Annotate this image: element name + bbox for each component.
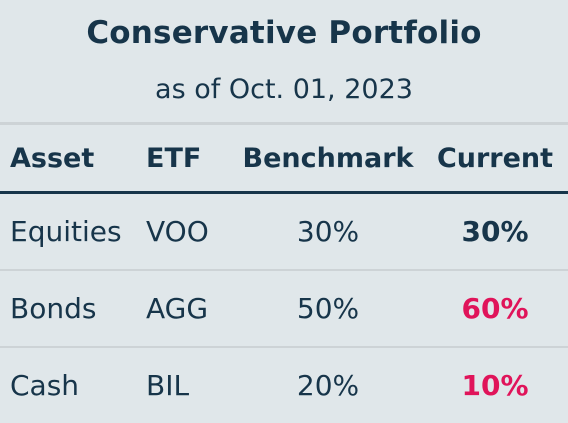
column-header-current: Current [422, 125, 568, 194]
allocation-table: Asset ETF Benchmark Current Equities VOO… [0, 125, 568, 423]
table-row: Equities VOO 30% 30% [0, 192, 568, 271]
portfolio-header: Conservative Portfolio as of Oct. 01, 20… [0, 0, 568, 122]
benchmark-cell: 50% [234, 270, 422, 348]
etf-cell: VOO [136, 192, 234, 271]
asset-cell: Cash [10, 369, 80, 402]
table-header-row: Asset ETF Benchmark Current [0, 125, 568, 194]
benchmark-cell: 30% [234, 192, 422, 271]
etf-cell: AGG [136, 270, 234, 348]
column-header-asset: Asset [0, 125, 136, 194]
header-divider [0, 122, 568, 125]
page-title: Conservative Portfolio [86, 15, 482, 51]
column-header-etf: ETF [136, 125, 234, 194]
etf-cell: BIL [146, 369, 190, 402]
table-row: Cash BIL 20% 10% [0, 347, 568, 423]
current-cell: 60% [422, 270, 568, 348]
current-cell: 10% [461, 369, 529, 402]
asset-cell: Equities [0, 192, 136, 271]
column-header-benchmark: Benchmark [234, 125, 422, 194]
as-of-date: as of Oct. 01, 2023 [155, 74, 413, 105]
asset-cell: Bonds [0, 270, 136, 348]
current-cell: 30% [422, 192, 568, 271]
benchmark-cell: 20% [296, 369, 360, 402]
table-row: Bonds AGG 50% 60% [0, 270, 568, 348]
